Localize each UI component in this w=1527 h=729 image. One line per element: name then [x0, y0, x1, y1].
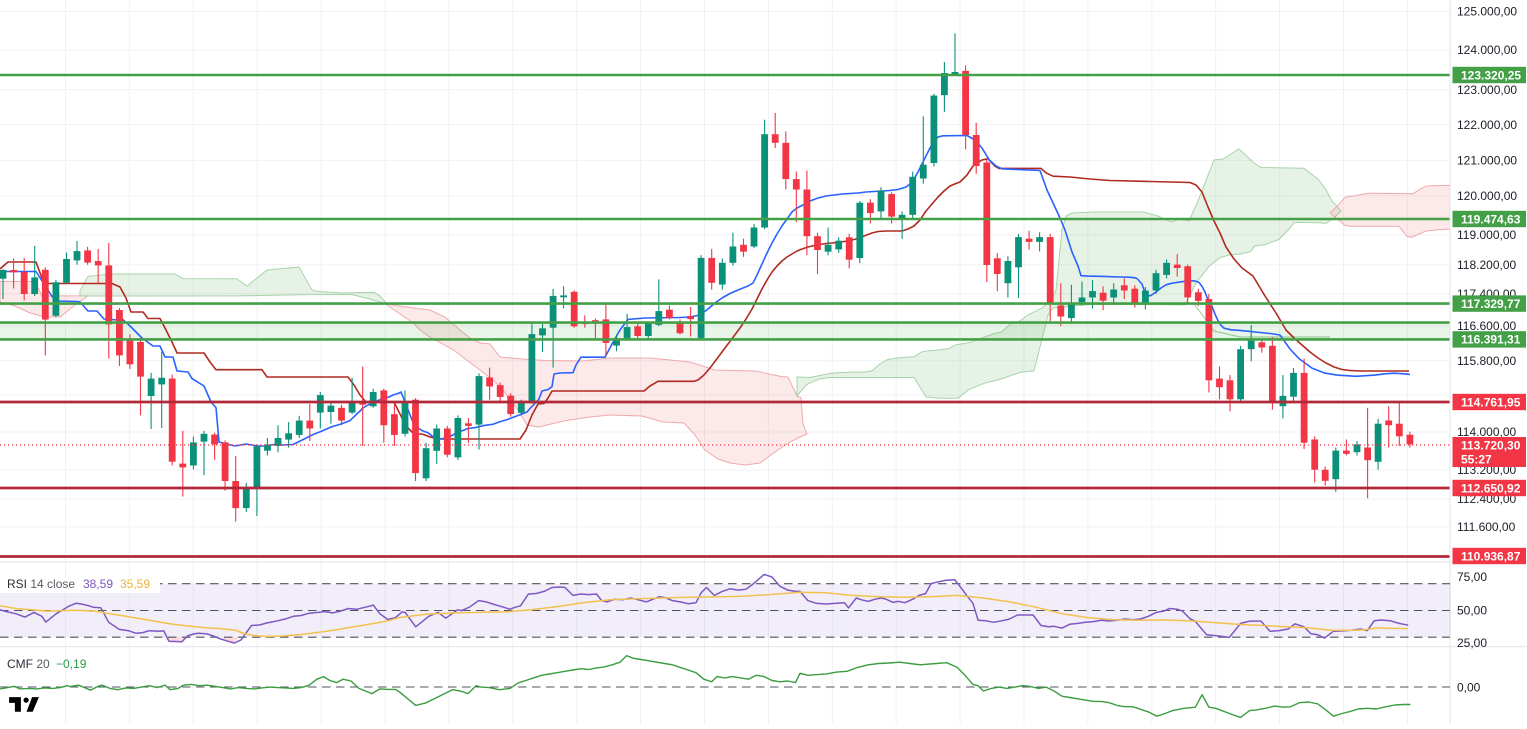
svg-text:111.600,00: 111.600,00: [1457, 520, 1516, 534]
svg-text:116.391,31: 116.391,31: [1461, 333, 1521, 347]
svg-text:38,59: 38,59: [83, 577, 113, 591]
svg-text:75,00: 75,00: [1457, 570, 1487, 584]
svg-text:RSI 14 close: RSI 14 close: [7, 577, 75, 591]
svg-text:50,00: 50,00: [1457, 604, 1487, 618]
svg-text:119.000,00: 119.000,00: [1457, 228, 1516, 242]
svg-text:117.329,77: 117.329,77: [1461, 297, 1521, 311]
svg-text:125.000,00: 125.000,00: [1457, 5, 1517, 19]
svg-text:110.936,87: 110.936,87: [1461, 549, 1521, 563]
svg-text:0,00: 0,00: [1457, 681, 1481, 695]
svg-text:113.720,30: 113.720,30: [1461, 439, 1521, 453]
svg-text:122.000,00: 122.000,00: [1457, 118, 1517, 132]
svg-text:119.474,63: 119.474,63: [1461, 212, 1521, 226]
svg-text:120.000,00: 120.000,00: [1457, 189, 1517, 203]
svg-text:114.000,00: 114.000,00: [1457, 425, 1516, 439]
svg-text:35,59: 35,59: [120, 577, 150, 591]
svg-text:25,00: 25,00: [1457, 636, 1487, 650]
svg-text:55:27: 55:27: [1461, 453, 1492, 467]
svg-text:124.000,00: 124.000,00: [1457, 43, 1517, 57]
svg-text:CMF 20: CMF 20: [7, 657, 50, 671]
svg-text:−0,19: −0,19: [56, 657, 87, 671]
svg-text:112.650,92: 112.650,92: [1461, 481, 1521, 495]
svg-text:118.200,00: 118.200,00: [1457, 258, 1516, 272]
svg-text:114.761,95: 114.761,95: [1461, 395, 1521, 409]
svg-text:123.000,00: 123.000,00: [1457, 83, 1517, 97]
svg-text:121.000,00: 121.000,00: [1457, 154, 1517, 168]
svg-text:123.320,25: 123.320,25: [1461, 68, 1521, 82]
svg-text:116.600,00: 116.600,00: [1457, 319, 1516, 333]
svg-text:115.800,00: 115.800,00: [1457, 354, 1516, 368]
